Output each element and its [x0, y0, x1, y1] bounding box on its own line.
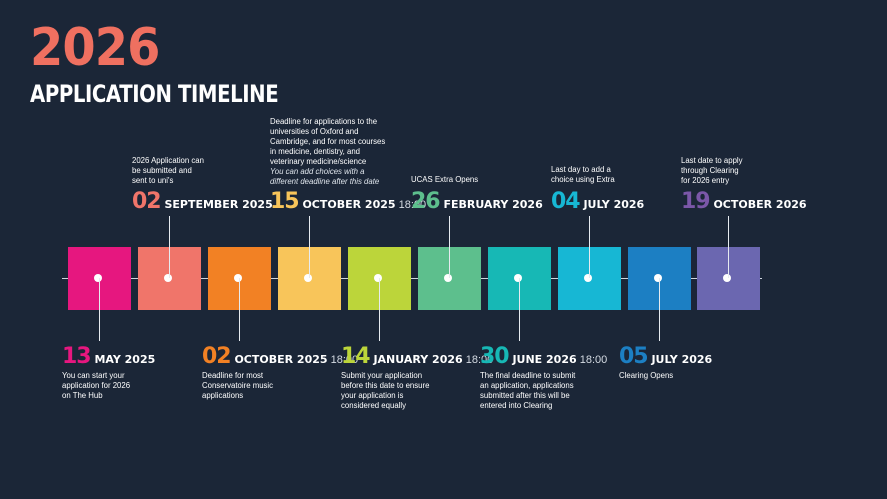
event-connector-line	[99, 278, 100, 341]
event-description: Clearing Opens	[619, 371, 739, 381]
event-month: JULY 2026	[647, 353, 713, 366]
event-month: OCTOBER 2025	[230, 353, 328, 366]
event-description-line: sent to uni's	[132, 176, 174, 185]
event-date: 15 OCTOBER 2025 18:00	[270, 191, 426, 213]
event-time: 18:00	[327, 354, 359, 366]
event-note-line: You can add choices with a	[270, 167, 365, 176]
event-note-line: different deadline after this date	[270, 177, 380, 186]
event-description-line: your application is	[341, 391, 404, 400]
event-description-line: be submitted and	[132, 166, 192, 175]
event-month: SEPTEMBER 2025	[160, 198, 273, 211]
event-connector-line	[589, 216, 590, 278]
event-description: Deadline for applications to the universi…	[270, 117, 390, 187]
timeline-marker-dot	[584, 274, 592, 282]
event-time: 18:00	[395, 199, 427, 211]
event-description-line: 2026 Application can	[132, 156, 204, 165]
event-date: 30 JUNE 2026 18:00	[480, 346, 607, 368]
event-description-line: for 2026 entry	[681, 176, 730, 185]
event-description-line: You can start your	[62, 371, 125, 380]
event-description-line: applications	[202, 391, 244, 400]
event-month: OCTOBER 2025	[298, 198, 396, 211]
event-description-line: before this date to ensure	[341, 381, 430, 390]
event-day: 02	[132, 189, 162, 214]
event-description-line: UCAS Extra Opens	[411, 175, 479, 184]
event-description-line: Conservatoire music	[202, 381, 274, 390]
event-day: 26	[411, 189, 441, 214]
page-title-year: 2026	[30, 18, 160, 78]
event-day: 15	[270, 189, 300, 214]
event-day: 30	[480, 344, 510, 369]
timeline-marker-dot	[654, 274, 662, 282]
event-day: 05	[619, 344, 649, 369]
event-description: Deadline for most Conservatoire music appl…	[202, 371, 322, 401]
event-date: 13 MAY 2025	[62, 346, 155, 368]
event-description-line: in medicine, dentistry, and	[270, 147, 360, 156]
event-description-line: Clearing Opens	[619, 371, 674, 380]
timeline-marker-dot	[514, 274, 522, 282]
event-description: 2026 Application can be submitted and sent…	[132, 156, 252, 186]
event-description-line: submitted after this will be	[480, 391, 570, 400]
event-description: Submit your application before this date …	[341, 371, 461, 411]
event-month: JULY 2026	[579, 198, 645, 211]
timeline-marker-dot	[234, 274, 242, 282]
event-date: 02 OCTOBER 2025 18:00	[202, 346, 358, 368]
event-description-line: choice using Extra	[551, 175, 615, 184]
event-date: 05 JULY 2026	[619, 346, 712, 368]
event-description-line: veterinary medicine/science	[270, 157, 367, 166]
event-day: 13	[62, 344, 92, 369]
timeline-marker-dot	[164, 274, 172, 282]
event-month: OCTOBER 2026	[709, 198, 807, 211]
timeline-marker-dot	[94, 274, 102, 282]
event-date: 26 FEBRUARY 2026	[411, 191, 543, 213]
timeline-marker-dot	[723, 274, 731, 282]
timeline-marker-dot	[374, 274, 382, 282]
timeline-axis	[62, 278, 762, 279]
event-description-line: Submit your application	[341, 371, 423, 380]
event-description: Last date to apply through Clearing for 20…	[681, 156, 801, 186]
event-description-line: considered equally	[341, 401, 407, 410]
event-description-line: an application, applications	[480, 381, 574, 390]
event-description-line: Deadline for applications to the	[270, 117, 378, 126]
event-description-line: through Clearing	[681, 166, 739, 175]
event-month: MAY 2025	[90, 353, 156, 366]
event-description-line: Cambridge, and for most courses	[270, 137, 386, 146]
event-connector-line	[309, 216, 310, 278]
event-date: 04 JULY 2026	[551, 191, 644, 213]
event-description-line: Last date to apply	[681, 156, 743, 165]
event-connector-line	[449, 216, 450, 278]
event-day: 02	[202, 344, 232, 369]
event-connector-line	[169, 216, 170, 278]
event-connector-line	[379, 278, 380, 341]
event-description-line: application for 2026	[62, 381, 131, 390]
event-description-line: Last day to add a	[551, 165, 611, 174]
event-description-line: on The Hub	[62, 391, 103, 400]
event-connector-line	[239, 278, 240, 341]
event-time: 18:00	[576, 354, 608, 366]
event-description-line: universities of Oxford and	[270, 127, 359, 136]
timeline-marker-dot	[444, 274, 452, 282]
event-description: Last day to add a choice using Extra	[551, 165, 671, 185]
event-month: FEBRUARY 2026	[439, 198, 543, 211]
event-day: 04	[551, 189, 581, 214]
event-date: 02 SEPTEMBER 2025	[132, 191, 273, 213]
event-month: JUNE 2026	[508, 353, 577, 366]
event-date: 19 OCTOBER 2026	[681, 191, 807, 213]
event-date: 14 JANUARY 2026 18:00	[341, 346, 493, 368]
event-time: 18:00	[462, 354, 494, 366]
event-description: UCAS Extra Opens	[411, 175, 531, 185]
page-subtitle: APPLICATION TIMELINE	[30, 80, 279, 108]
event-description-line: Deadline for most	[202, 371, 264, 380]
event-description-line: The final deadline to submit	[480, 371, 576, 380]
event-month: JANUARY 2026	[369, 353, 463, 366]
timeline-marker-dot	[304, 274, 312, 282]
event-description: You can start your application for 2026 on…	[62, 371, 182, 401]
event-connector-line	[659, 278, 660, 341]
event-description-line: entered into Clearing	[480, 401, 553, 410]
event-day: 14	[341, 344, 371, 369]
event-connector-line	[728, 216, 729, 278]
event-description: The final deadline to submit an applicati…	[480, 371, 600, 411]
event-connector-line	[519, 278, 520, 341]
event-day: 19	[681, 189, 711, 214]
